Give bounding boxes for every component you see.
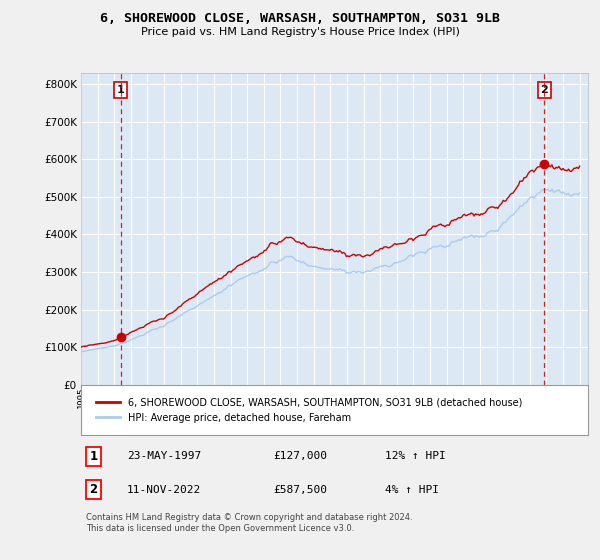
Text: 2: 2 [89,483,98,496]
Text: 4% ↑ HPI: 4% ↑ HPI [385,484,439,494]
Text: 11-NOV-2022: 11-NOV-2022 [127,484,201,494]
Text: 6, SHOREWOOD CLOSE, WARSASH, SOUTHAMPTON, SO31 9LB: 6, SHOREWOOD CLOSE, WARSASH, SOUTHAMPTON… [100,12,500,25]
Legend: 6, SHOREWOOD CLOSE, WARSASH, SOUTHAMPTON, SO31 9LB (detached house), HPI: Averag: 6, SHOREWOOD CLOSE, WARSASH, SOUTHAMPTON… [91,393,527,427]
Text: Contains HM Land Registry data © Crown copyright and database right 2024.
This d: Contains HM Land Registry data © Crown c… [86,512,413,533]
Text: £587,500: £587,500 [274,484,328,494]
Text: 1: 1 [117,85,125,95]
Text: 1: 1 [89,450,98,463]
Text: Price paid vs. HM Land Registry's House Price Index (HPI): Price paid vs. HM Land Registry's House … [140,27,460,37]
Text: 23-MAY-1997: 23-MAY-1997 [127,451,201,461]
Text: £127,000: £127,000 [274,451,328,461]
Text: 12% ↑ HPI: 12% ↑ HPI [385,451,446,461]
Text: 2: 2 [541,85,548,95]
